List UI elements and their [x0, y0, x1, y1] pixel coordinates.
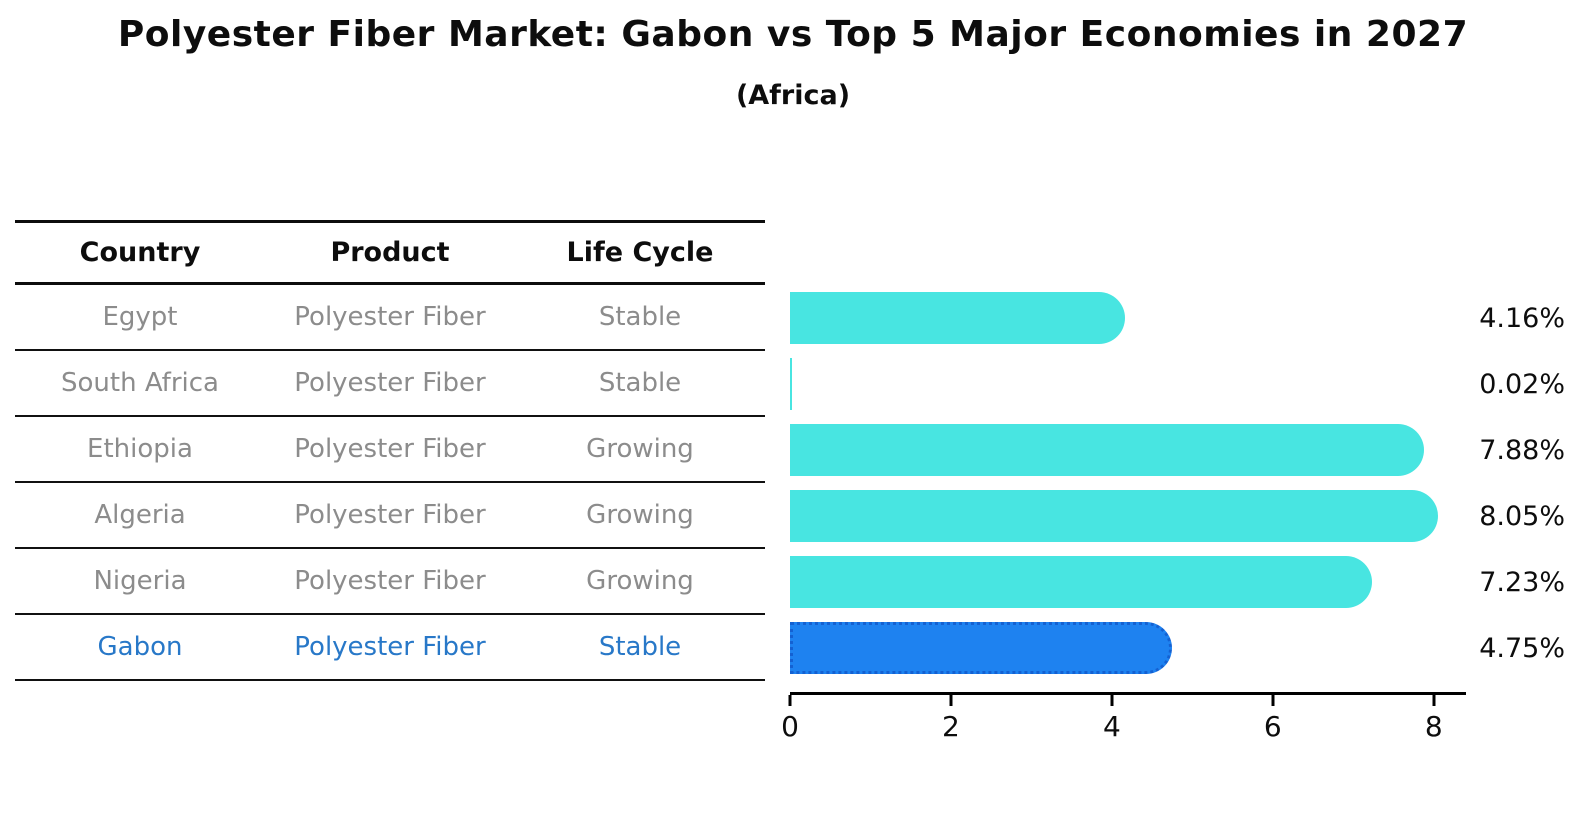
bar-plot	[790, 285, 1466, 681]
country-table: Country Product Life Cycle Egypt Polyest…	[15, 220, 765, 681]
product-cell: Polyester Fiber	[294, 500, 486, 530]
table-row-ethiopia: Ethiopia Polyester Fiber Growing	[15, 417, 765, 483]
country-cell: Gabon	[97, 632, 183, 662]
lifecycle-cell: Growing	[586, 566, 694, 596]
bar-row	[790, 483, 1466, 549]
value-label-nigeria: 7.23%	[1479, 566, 1565, 598]
bar-ethiopia	[790, 424, 1425, 476]
table-row-algeria: Algeria Polyester Fiber Growing	[15, 483, 765, 549]
country-cell: Ethiopia	[87, 434, 193, 464]
table-row-gabon: Gabon Polyester Fiber Stable	[15, 615, 765, 681]
value-label-ethiopia: 7.88%	[1479, 434, 1565, 466]
bar-row	[790, 351, 1466, 417]
table-header-row: Country Product Life Cycle	[15, 220, 765, 285]
product-cell: Polyester Fiber	[294, 566, 486, 596]
value-label-gabon: 4.75%	[1479, 632, 1565, 664]
product-cell: Polyester Fiber	[294, 368, 486, 398]
bar-row	[790, 285, 1466, 351]
product-cell: Polyester Fiber	[294, 632, 486, 662]
chart-title: Polyester Fiber Market: Gabon vs Top 5 M…	[117, 14, 1469, 55]
value-label-egypt: 4.16%	[1479, 302, 1565, 334]
x-axis-tick	[949, 695, 953, 706]
table-row-nigeria: Nigeria Polyester Fiber Growing	[15, 549, 765, 615]
lifecycle-cell: Stable	[598, 302, 682, 332]
x-axis-tick-label: 2	[942, 710, 960, 743]
x-axis-tick	[1432, 695, 1436, 706]
country-cell: Egypt	[102, 302, 178, 332]
bar-algeria	[790, 490, 1438, 542]
table-row-egypt: Egypt Polyester Fiber Stable	[15, 285, 765, 351]
bar-gabon	[790, 622, 1173, 674]
value-label-south-africa: 0.02%	[1479, 368, 1565, 400]
value-label-column: 4.16% 0.02% 7.88% 8.05% 7.23% 4.75%	[1468, 285, 1565, 681]
column-header-country: Country	[79, 237, 201, 268]
x-axis-tick-label: 8	[1424, 710, 1443, 743]
bar-nigeria	[790, 556, 1372, 608]
column-header-lifecycle: Life Cycle	[566, 237, 714, 268]
x-axis: 0 2 4 6 8	[781, 692, 1466, 743]
lifecycle-cell: Growing	[586, 500, 694, 530]
chart-subtitle: (Africa)	[735, 80, 851, 111]
country-cell: South Africa	[61, 368, 219, 398]
column-header-product: Product	[330, 237, 450, 268]
x-axis-tick	[788, 695, 792, 706]
bar-south-africa	[790, 358, 792, 410]
lifecycle-cell: Stable	[598, 632, 682, 662]
x-axis-tick	[1110, 695, 1114, 706]
bar-row	[790, 549, 1466, 615]
lifecycle-cell: Growing	[586, 434, 694, 464]
country-cell: Algeria	[94, 500, 186, 530]
table-row-south-africa: South Africa Polyester Fiber Stable	[15, 351, 765, 417]
lifecycle-cell: Stable	[598, 368, 682, 398]
bar-row	[790, 615, 1466, 681]
x-axis-tick-label: 4	[1102, 710, 1121, 743]
product-cell: Polyester Fiber	[294, 302, 486, 332]
value-label-algeria: 8.05%	[1479, 500, 1565, 532]
product-cell: Polyester Fiber	[294, 434, 486, 464]
country-cell: Nigeria	[93, 566, 187, 596]
bar-row	[790, 417, 1466, 483]
x-axis-tick-label: 0	[781, 710, 799, 743]
x-axis-tick	[1271, 695, 1275, 706]
x-axis-tick-label: 6	[1263, 710, 1282, 743]
bar-egypt	[790, 292, 1125, 344]
